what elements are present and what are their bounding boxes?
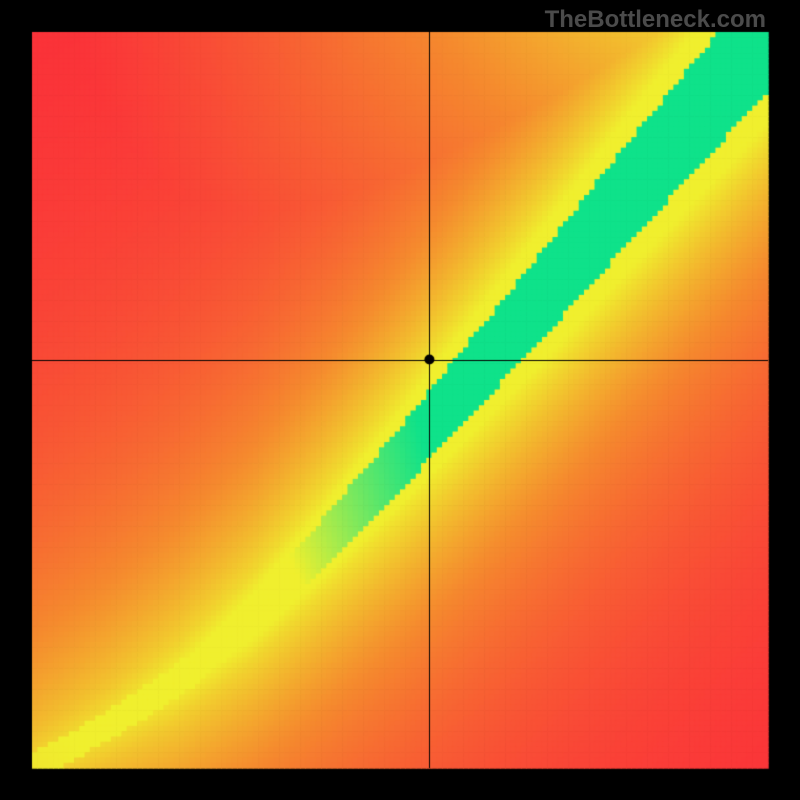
watermark-text: TheBottleneck.com xyxy=(545,6,766,34)
bottleneck-heatmap xyxy=(0,0,800,800)
